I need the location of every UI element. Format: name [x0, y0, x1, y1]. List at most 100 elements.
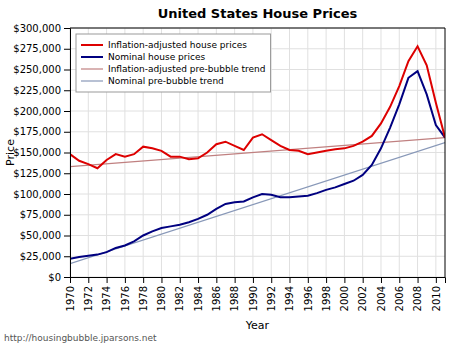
x-tick-label: 2002 — [357, 286, 368, 311]
y-grid-line — [70, 28, 445, 29]
y-grid-line — [70, 173, 445, 174]
y-tick-label: $50,000 — [20, 230, 61, 241]
y-tick-mark — [64, 70, 70, 71]
y-tick-label: $300,000 — [13, 23, 61, 34]
y-tick: $150,000 — [13, 147, 70, 158]
x-tick-label: 2004 — [376, 286, 387, 311]
y-tick-mark — [64, 236, 70, 237]
x-tick: 2006 — [394, 277, 405, 311]
y-axis-title: Price — [4, 139, 17, 166]
y-grid-line — [70, 194, 445, 195]
series-line — [70, 46, 445, 168]
x-tick-mark — [381, 277, 382, 283]
chart: 1970 1972 1974 1976 1978 1980 1982 1984 1986 1988… — [0, 0, 459, 345]
x-tick: 2008 — [412, 277, 423, 311]
series-line — [70, 71, 445, 259]
x-tick-label: 1976 — [120, 286, 131, 311]
x-tick-mark — [143, 277, 144, 283]
legend-box — [76, 34, 271, 92]
x-tick: 1986 — [211, 277, 222, 311]
y-tick-label: $100,000 — [13, 189, 61, 200]
x-axis-title: Year — [245, 319, 270, 332]
x-tick-mark — [290, 277, 291, 283]
x-tick: 1970 — [65, 277, 76, 311]
y-tick-label: $75,000 — [20, 209, 61, 220]
y-tick: $100,000 — [13, 189, 70, 200]
x-tick-mark — [125, 277, 126, 283]
x-tick: 2002 — [357, 277, 368, 311]
x-tick-mark — [107, 277, 108, 283]
x-tick-mark — [436, 277, 437, 283]
legend-label: Nominal house prices — [108, 52, 205, 62]
x-tick-label: 1986 — [211, 286, 222, 311]
legend-swatch — [81, 56, 103, 58]
y-tick-label: $25,000 — [20, 251, 61, 262]
legend-swatch — [81, 44, 103, 46]
y-tick-mark — [64, 111, 70, 112]
x-tick-label: 1988 — [229, 286, 240, 311]
x-tick-mark — [235, 277, 236, 283]
x-tick-mark — [326, 277, 327, 283]
legend-swatch — [81, 80, 103, 81]
x-tick-mark — [253, 277, 254, 283]
x-tick: 1990 — [248, 277, 259, 311]
x-tick: 1980 — [156, 277, 167, 311]
x-tick-label: 1972 — [83, 286, 94, 311]
x-tick: 1978 — [138, 277, 149, 311]
y-tick: $75,000 — [20, 209, 70, 220]
y-tick-mark — [64, 256, 70, 257]
x-tick-mark — [180, 277, 181, 283]
y-axis: $0$25,000$50,000$75,000$100,000$125,000$… — [13, 23, 70, 283]
x-tick-mark — [161, 277, 162, 283]
y-tick: $250,000 — [13, 64, 70, 75]
x-tick-label: 1970 — [65, 286, 76, 311]
x-tick: 2010 — [431, 277, 442, 311]
y-axis-line — [64, 29, 71, 278]
x-tick-label: 1992 — [266, 286, 277, 311]
legend: Inflation-adjusted house pricesNominal h… — [76, 34, 271, 92]
x-tick-mark — [399, 277, 400, 283]
x-tick-label: 1990 — [248, 286, 259, 311]
y-tick-mark — [64, 173, 70, 174]
plot-frame — [70, 28, 445, 29]
x-tick: 2000 — [339, 277, 350, 311]
x-axis-line — [71, 278, 446, 284]
x-tick: 1996 — [303, 277, 314, 311]
x-tick-label: 1996 — [303, 286, 314, 311]
x-tick: 1988 — [229, 277, 240, 311]
x-tick-label: 1978 — [138, 286, 149, 311]
x-tick-mark — [363, 277, 364, 283]
y-tick-label: $150,000 — [13, 147, 61, 158]
plot-frame — [445, 28, 446, 277]
legend-label: Inflation-adjusted pre-bubble trend — [108, 64, 266, 74]
x-tick-mark — [271, 277, 272, 283]
series-line — [70, 138, 445, 167]
x-tick: 1976 — [120, 277, 131, 311]
x-tick: 1992 — [266, 277, 277, 311]
title: United States House Prices — [158, 6, 358, 21]
x-tick-mark — [308, 277, 309, 283]
x-tick: 2004 — [376, 277, 387, 311]
x-tick-mark — [88, 277, 89, 283]
x-tick-mark — [216, 277, 217, 283]
y-grid-line — [70, 235, 445, 236]
y-tick-mark — [64, 28, 70, 29]
y-tick: $50,000 — [20, 230, 70, 241]
x-tick-label: 1998 — [321, 286, 332, 311]
x-tick-label: 2008 — [412, 286, 423, 311]
x-tick-label: 1982 — [174, 286, 185, 311]
x-tick-label: 1984 — [193, 286, 204, 311]
y-tick-mark — [64, 132, 70, 133]
y-tick-mark — [64, 194, 70, 195]
x-tick: 1984 — [193, 277, 204, 311]
x-tick-label: 1974 — [101, 286, 112, 311]
y-grid-line — [70, 214, 445, 215]
y-tick: $275,000 — [13, 43, 70, 54]
y-tick-label: $0 — [48, 272, 61, 283]
x-tick-mark — [418, 277, 419, 283]
y-tick-label: $250,000 — [13, 64, 61, 75]
x-tick: 1972 — [83, 277, 94, 311]
y-tick-label: $275,000 — [13, 43, 61, 54]
y-tick-mark — [64, 49, 70, 50]
x-tick: 1998 — [321, 277, 332, 311]
